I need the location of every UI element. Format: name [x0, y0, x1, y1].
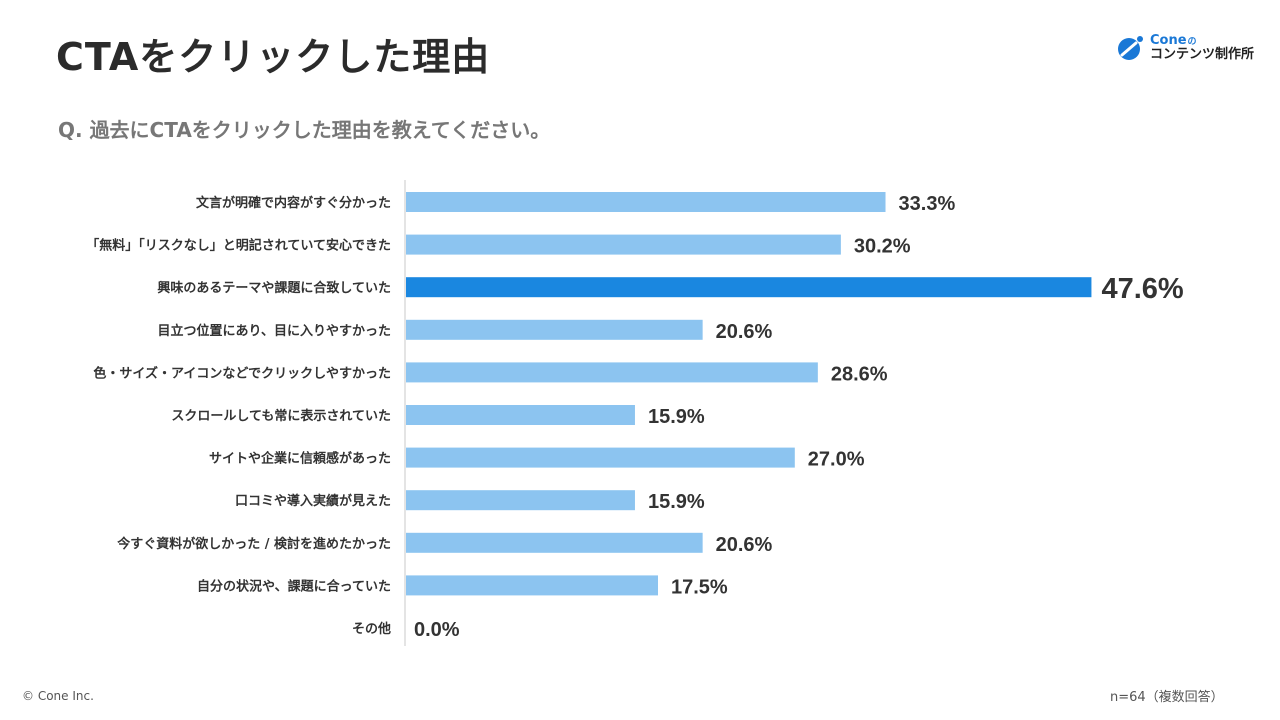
category-label: 文言が明確で内容がすぐ分かった: [196, 195, 391, 211]
survey-question: Q. 過去にCTAをクリックした理由を教えてください。: [58, 118, 551, 142]
value-label: 27.0%: [808, 449, 865, 471]
category-label: 色・サイズ・アイコンなどでクリックしやすかった: [93, 365, 391, 381]
cone-logo-icon: [1118, 36, 1143, 60]
bar: [406, 192, 886, 212]
bar: [406, 447, 795, 468]
value-label: 20.6%: [716, 534, 773, 556]
category-label: 口コミや導入実績が見えた: [235, 493, 391, 509]
category-label: 自分の状況や、課題に合っていた: [197, 578, 391, 594]
value-label: 33.3%: [899, 193, 956, 215]
value-label: 28.6%: [831, 363, 888, 385]
category-label: 目立つ位置にあり、目に入りやすかった: [158, 323, 391, 339]
bar: [406, 405, 635, 425]
bar: [406, 362, 818, 383]
logo-particle: の: [1187, 37, 1197, 48]
value-label: 15.9%: [648, 491, 705, 513]
category-label: 興味のあるテーマや課題に合致していた: [157, 280, 391, 296]
sample-note: n=64（複数回答）: [1110, 690, 1224, 705]
value-label: 17.5%: [671, 576, 728, 598]
logo-brand: Cone: [1150, 33, 1187, 49]
value-label: 0.0%: [414, 619, 460, 641]
category-label: スクロールしても常に表示されていた: [171, 408, 391, 424]
bar: [406, 490, 635, 511]
category-label: 今すぐ資料が欲しかった / 検討を進めたかった: [116, 536, 391, 552]
logo-subtitle: コンテンツ制作所: [1150, 47, 1255, 62]
bar: [406, 319, 703, 340]
value-label: 20.6%: [716, 321, 773, 343]
brand-logo: Coneの コンテンツ制作所: [1116, 34, 1254, 62]
bar: [406, 532, 703, 553]
page-title: CTAをクリックした理由: [56, 35, 491, 79]
bar: [406, 575, 658, 596]
copyright: © Cone Inc.: [22, 689, 94, 703]
value-label: 47.6%: [1101, 273, 1183, 305]
category-label: サイトや企業に信頼感があった: [209, 451, 391, 467]
value-label: 30.2%: [854, 236, 911, 258]
category-label: その他: [352, 621, 391, 637]
value-label: 15.9%: [648, 406, 705, 428]
category-label: 「無料」「リスクなし」と明記されていて安心できた: [86, 238, 391, 254]
bar: [406, 277, 1092, 298]
bar: [406, 234, 841, 255]
